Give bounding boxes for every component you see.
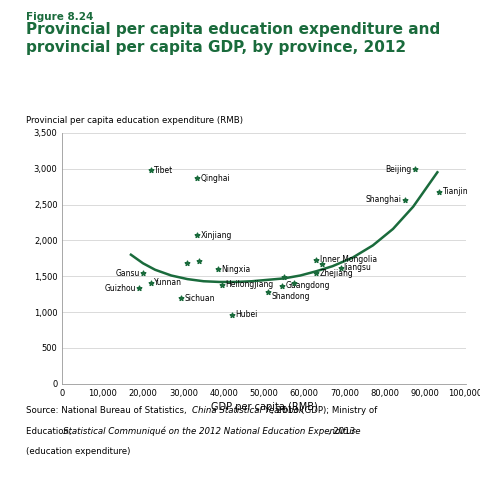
Text: Tibet: Tibet bbox=[155, 166, 174, 175]
Point bbox=[183, 259, 191, 267]
Point bbox=[178, 295, 185, 303]
Point bbox=[337, 264, 345, 272]
Text: Beijing: Beijing bbox=[386, 165, 412, 174]
Point bbox=[435, 187, 443, 195]
Point bbox=[196, 257, 204, 265]
Point bbox=[280, 273, 288, 281]
Text: Qinghai: Qinghai bbox=[201, 174, 230, 183]
Point bbox=[193, 231, 201, 239]
Text: Hubei: Hubei bbox=[235, 310, 257, 319]
Point bbox=[319, 260, 326, 268]
Point bbox=[278, 281, 286, 289]
Text: Shandong: Shandong bbox=[271, 292, 310, 301]
Text: (education expenditure): (education expenditure) bbox=[26, 447, 131, 456]
Text: , 2013: , 2013 bbox=[328, 427, 356, 435]
Text: Source: National Bureau of Statistics,: Source: National Bureau of Statistics, bbox=[26, 406, 190, 415]
Point bbox=[135, 284, 143, 292]
Text: Xinjiang: Xinjiang bbox=[201, 231, 232, 240]
Point bbox=[411, 165, 419, 173]
Text: Heilongjiang: Heilongjiang bbox=[225, 280, 273, 289]
Point bbox=[218, 281, 226, 289]
Text: Guangdong: Guangdong bbox=[286, 281, 330, 290]
Text: China Statistical Yearbook: China Statistical Yearbook bbox=[192, 406, 304, 415]
Point bbox=[214, 265, 221, 273]
Text: Statistical Communiqué on the 2012 National Education Expenditure: Statistical Communiqué on the 2012 Natio… bbox=[63, 427, 360, 436]
Text: , 2013 (GDP); Ministry of: , 2013 (GDP); Ministry of bbox=[271, 406, 377, 415]
Text: Gansu: Gansu bbox=[115, 269, 140, 278]
Text: Provincial per capita education expenditure (RMB): Provincial per capita education expendit… bbox=[26, 117, 243, 125]
Text: Sichuan: Sichuan bbox=[185, 294, 215, 303]
Text: Guizhou: Guizhou bbox=[104, 284, 136, 293]
Point bbox=[312, 270, 320, 277]
Text: Figure 8.24: Figure 8.24 bbox=[26, 12, 94, 22]
Point bbox=[193, 174, 201, 182]
Text: Shanghai: Shanghai bbox=[366, 195, 402, 204]
Text: Inner Mongolia: Inner Mongolia bbox=[320, 255, 377, 264]
Point bbox=[147, 279, 155, 287]
Text: Ningxia: Ningxia bbox=[221, 265, 250, 274]
Point bbox=[290, 279, 298, 287]
Point bbox=[401, 196, 409, 204]
Point bbox=[139, 270, 147, 277]
Text: Education,: Education, bbox=[26, 427, 75, 435]
Text: Yunnan: Yunnan bbox=[155, 278, 182, 287]
X-axis label: GDP per capita (RMB): GDP per capita (RMB) bbox=[211, 402, 317, 412]
Point bbox=[228, 311, 236, 319]
Text: Provincial per capita education expenditure and
provincial per capita GDP, by pr: Provincial per capita education expendit… bbox=[26, 22, 441, 55]
Text: Jiangsu: Jiangsu bbox=[344, 263, 372, 272]
Text: Zhejiang: Zhejiang bbox=[320, 269, 353, 278]
Point bbox=[312, 256, 320, 264]
Point bbox=[147, 166, 155, 174]
Text: Tianjin: Tianjin bbox=[443, 187, 468, 196]
Point bbox=[264, 288, 272, 296]
